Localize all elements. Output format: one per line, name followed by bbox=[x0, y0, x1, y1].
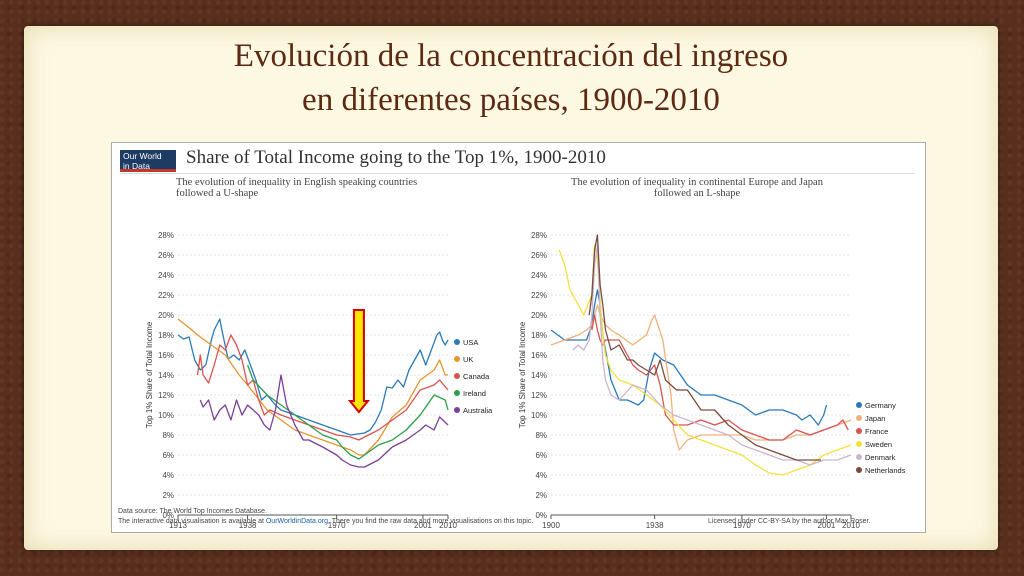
license-note: Licensed under CC-BY-SA by the author Ma… bbox=[708, 518, 871, 525]
chart-1-y-tick-label: 8% bbox=[535, 431, 547, 440]
chart-0-y-tick-label: 12% bbox=[158, 391, 174, 400]
chart-1-y-tick-label: 18% bbox=[531, 331, 547, 340]
chart-1-series-line-denmark bbox=[572, 244, 852, 466]
chart-1-legend-label-sweden: Sweden bbox=[865, 440, 892, 449]
chart-1-legend-swatch-japan bbox=[856, 415, 862, 421]
chart-1-y-tick-label: 16% bbox=[531, 351, 547, 360]
chart-0-x-tick-label: 1970 bbox=[328, 521, 346, 530]
chart-0-y-tick-label: 16% bbox=[158, 351, 174, 360]
chart-1-y-tick-label: 28% bbox=[531, 231, 547, 240]
chart-1-legend-swatch-denmark bbox=[856, 454, 862, 460]
left-line-chart: Top 1% Share of Total Income 0% 2% 4% 6% 8% 10… bbox=[145, 231, 493, 530]
chart-0-x-tick-label: 1913 bbox=[169, 521, 187, 530]
chart-1-x-tick-label: 1970 bbox=[733, 521, 751, 530]
slide-title-line-2: en diferentes países, 1900-2010 bbox=[302, 82, 720, 118]
chart-1-series-line-sweden bbox=[558, 244, 852, 476]
slide-title-line-1: Evolución de la concentración del ingres… bbox=[233, 38, 789, 74]
availability-text-end: . There you find the raw data and more v… bbox=[327, 518, 534, 525]
chart-0-y-tick-label: 20% bbox=[158, 311, 174, 320]
chart-0-legend-label-canada: Canada bbox=[463, 372, 490, 381]
chart-1-legend-swatch-germany bbox=[856, 402, 862, 408]
chart-1-legend-swatch-france bbox=[856, 428, 862, 434]
chart-1-series-line-france bbox=[591, 314, 849, 441]
chart-0-x-tick-label: 2010 bbox=[439, 521, 457, 530]
chart-1-legend-swatch-netherlands bbox=[856, 467, 862, 473]
chart-1-y-axis-label: Top 1% Share of Total Income bbox=[518, 321, 527, 428]
chart-1-y-tick-label: 0% bbox=[535, 511, 547, 520]
chart-0-legend-swatch-uk bbox=[454, 356, 460, 362]
chart-0-y-tick-label: 18% bbox=[158, 331, 174, 340]
chart-0-y-tick-label: 10% bbox=[158, 411, 174, 420]
right-chart-subtitle: The evolution of inequality in continent… bbox=[571, 177, 823, 199]
slide-title: Evolución de la concentración del ingres… bbox=[24, 34, 998, 122]
owid-link[interactable]: OurWorldinData.org bbox=[265, 518, 328, 525]
chart-1-y-tick-label: 6% bbox=[535, 451, 547, 460]
chart-0-y-tick-label: 28% bbox=[158, 231, 174, 240]
chart-0-legend-swatch-australia bbox=[454, 407, 460, 413]
chart-0-series-line-canada bbox=[196, 334, 449, 441]
chart-0-x-tick-label: 1938 bbox=[239, 521, 257, 530]
slide: Evolución de la concentración del ingres… bbox=[24, 26, 998, 550]
chart-0-y-axis-label: Top 1% Share of Total Income bbox=[145, 321, 154, 428]
chart-1-legend-label-france: France bbox=[865, 427, 888, 436]
chart-1-y-tick-label: 10% bbox=[531, 411, 547, 420]
chart-1-series-line-germany bbox=[550, 289, 828, 426]
chart-1-x-tick-label: 1900 bbox=[542, 521, 560, 530]
chart-1-y-tick-label: 24% bbox=[531, 271, 547, 280]
chart-0-y-tick-label: 24% bbox=[158, 271, 174, 280]
chart-1-legend-swatch-sweden bbox=[856, 441, 862, 447]
logo-line-1: Our World bbox=[123, 151, 162, 161]
chart-0-legend-label-ireland: Ireland bbox=[463, 389, 486, 398]
chart-1-legend-label-germany: Germany bbox=[865, 401, 896, 410]
chart-1-y-tick-label: 26% bbox=[531, 251, 547, 260]
chart-0-y-tick-label: 14% bbox=[158, 371, 174, 380]
source-note: Data source: The World Top Incomes Datab… bbox=[118, 508, 268, 515]
chart-0-series-line-usa bbox=[177, 318, 449, 436]
chart-1-y-tick-label: 14% bbox=[531, 371, 547, 380]
chart-0-y-tick-label: 26% bbox=[158, 251, 174, 260]
right-line-chart: Top 1% Share of Total Income 0% 2% 4% 6% 8% 10… bbox=[518, 231, 906, 530]
chart-0-y-tick-label: 22% bbox=[158, 291, 174, 300]
chart-0-legend-label-australia: Australia bbox=[463, 406, 493, 415]
chart-0-legend-swatch-ireland bbox=[454, 390, 460, 396]
logo-line-2: in Data bbox=[123, 161, 150, 171]
chart-1-series-line-japan bbox=[550, 304, 852, 451]
chart-0-series-line-australia bbox=[199, 374, 449, 468]
chart-1-y-tick-label: 2% bbox=[535, 491, 547, 500]
our-world-in-data-logo: Our World in Data bbox=[120, 150, 176, 172]
availability-note: The interactive data visualisation is av… bbox=[118, 518, 533, 525]
chart-0-legend-label-usa: USA bbox=[463, 338, 478, 347]
chart-1-legend-label-netherlands: Netherlands bbox=[865, 466, 906, 475]
chart-1-legend-label-japan: Japan bbox=[865, 414, 885, 423]
chart-1-y-tick-label: 12% bbox=[531, 391, 547, 400]
chart-1-x-tick-label: 2010 bbox=[842, 521, 860, 530]
chart-0-y-tick-label: 8% bbox=[162, 431, 174, 440]
availability-text: The interactive data visualisation is av… bbox=[118, 518, 266, 525]
chart-0-series-line-uk bbox=[177, 318, 448, 456]
chart-1-y-tick-label: 22% bbox=[531, 291, 547, 300]
title-divider bbox=[120, 173, 915, 174]
chart-0-legend-swatch-usa bbox=[454, 339, 460, 345]
figure-title: Share of Total Income going to the Top 1… bbox=[186, 147, 606, 168]
figure-panel: Our World in Data Share of Total Income … bbox=[111, 142, 926, 533]
chart-0-y-tick-label: 6% bbox=[162, 451, 174, 460]
chart-0-series-line-ireland bbox=[246, 364, 449, 460]
chart-1-x-tick-label: 2001 bbox=[818, 521, 836, 530]
chart-1-series-line-netherlands bbox=[588, 234, 821, 461]
chart-1-y-tick-label: 20% bbox=[531, 311, 547, 320]
chart-0-legend-label-uk: UK bbox=[463, 355, 473, 364]
chart-0-x-tick-label: 2001 bbox=[414, 521, 432, 530]
down-arrow-annotation bbox=[347, 309, 371, 414]
chart-1-x-tick-label: 1938 bbox=[646, 521, 664, 530]
chart-0-y-tick-label: 2% bbox=[162, 491, 174, 500]
chart-1-y-tick-label: 4% bbox=[535, 471, 547, 480]
left-chart-subtitle: The evolution of inequality in English s… bbox=[176, 177, 418, 199]
chart-0-y-tick-label: 4% bbox=[162, 471, 174, 480]
chart-0-legend-swatch-canada bbox=[454, 373, 460, 379]
chart-1-legend-label-denmark: Denmark bbox=[865, 453, 896, 462]
chart-0-y-tick-label: 0% bbox=[162, 511, 174, 520]
